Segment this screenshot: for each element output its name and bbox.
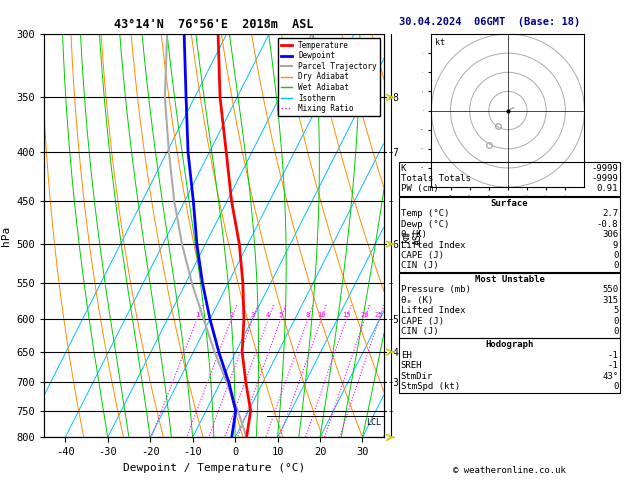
- Text: CAPE (J): CAPE (J): [401, 317, 443, 326]
- Text: Temp (°C): Temp (°C): [401, 209, 449, 218]
- Text: -9999: -9999: [591, 163, 618, 173]
- Text: 5: 5: [279, 312, 283, 318]
- Text: 5: 5: [613, 306, 618, 315]
- Text: 10: 10: [317, 312, 326, 318]
- Text: Lifted Index: Lifted Index: [401, 241, 465, 250]
- Text: Surface: Surface: [491, 199, 528, 208]
- Text: Pressure (mb): Pressure (mb): [401, 285, 470, 295]
- Text: 306: 306: [602, 230, 618, 239]
- Text: StmDir: StmDir: [401, 372, 433, 381]
- Text: 20: 20: [360, 312, 369, 318]
- Text: 15: 15: [342, 312, 350, 318]
- Text: 0: 0: [613, 251, 618, 260]
- Text: 30.04.2024  06GMT  (Base: 18): 30.04.2024 06GMT (Base: 18): [399, 17, 581, 27]
- Title: 43°14'N  76°56'E  2018m  ASL: 43°14'N 76°56'E 2018m ASL: [114, 18, 314, 32]
- Text: θₑ(K): θₑ(K): [401, 230, 428, 239]
- Text: © weatheronline.co.uk: © weatheronline.co.uk: [453, 466, 566, 475]
- Text: 550: 550: [602, 285, 618, 295]
- Text: Dewp (°C): Dewp (°C): [401, 220, 449, 229]
- Text: 315: 315: [602, 295, 618, 305]
- Text: 8: 8: [306, 312, 310, 318]
- Text: Totals Totals: Totals Totals: [401, 174, 470, 183]
- Text: 2: 2: [229, 312, 233, 318]
- Text: -1: -1: [608, 362, 618, 370]
- Text: Most Unstable: Most Unstable: [474, 275, 545, 284]
- Text: kt: kt: [435, 38, 445, 47]
- Text: PW (cm): PW (cm): [401, 185, 438, 193]
- Text: -9999: -9999: [591, 174, 618, 183]
- Text: CIN (J): CIN (J): [401, 327, 438, 336]
- Text: θₑ (K): θₑ (K): [401, 295, 433, 305]
- Text: -0.8: -0.8: [597, 220, 618, 229]
- Text: SREH: SREH: [401, 362, 422, 370]
- Text: 0: 0: [613, 317, 618, 326]
- Legend: Temperature, Dewpoint, Parcel Trajectory, Dry Adiabat, Wet Adiabat, Isotherm, Mi: Temperature, Dewpoint, Parcel Trajectory…: [277, 38, 380, 116]
- Text: 4: 4: [266, 312, 270, 318]
- Y-axis label: km
ASL: km ASL: [401, 227, 423, 244]
- Y-axis label: hPa: hPa: [1, 226, 11, 246]
- Text: 1: 1: [195, 312, 199, 318]
- Text: 0: 0: [613, 382, 618, 391]
- Text: 0: 0: [613, 327, 618, 336]
- Text: 25: 25: [375, 312, 384, 318]
- Text: Lifted Index: Lifted Index: [401, 306, 465, 315]
- Text: CAPE (J): CAPE (J): [401, 251, 443, 260]
- Text: 2.7: 2.7: [602, 209, 618, 218]
- Text: 3: 3: [250, 312, 255, 318]
- Text: K: K: [401, 163, 406, 173]
- Text: 0.91: 0.91: [597, 185, 618, 193]
- Text: -1: -1: [608, 351, 618, 360]
- Text: 0: 0: [613, 261, 618, 271]
- Text: EH: EH: [401, 351, 411, 360]
- Text: CIN (J): CIN (J): [401, 261, 438, 271]
- X-axis label: Dewpoint / Temperature (°C): Dewpoint / Temperature (°C): [123, 463, 305, 473]
- Text: Hodograph: Hodograph: [486, 340, 533, 349]
- Text: 43°: 43°: [602, 372, 618, 381]
- Text: 9: 9: [613, 241, 618, 250]
- Text: StmSpd (kt): StmSpd (kt): [401, 382, 460, 391]
- Text: LCL: LCL: [367, 418, 382, 427]
